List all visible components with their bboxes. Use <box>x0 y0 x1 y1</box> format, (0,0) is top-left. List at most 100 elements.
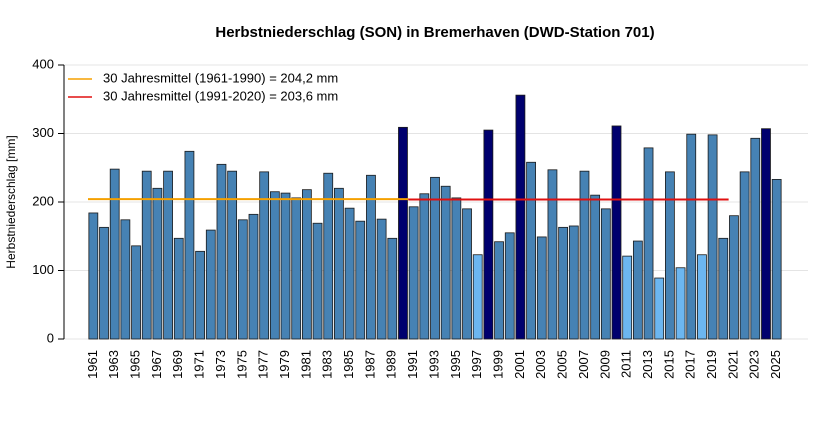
x-tick-label: 2009 <box>597 350 612 379</box>
bar <box>398 126 408 340</box>
bar <box>771 178 782 340</box>
bar <box>88 212 99 340</box>
bar <box>632 240 643 340</box>
bar <box>504 232 515 340</box>
bar <box>622 255 633 340</box>
x-tick-label: 2021 <box>725 350 740 379</box>
x-tick-label: 2005 <box>555 350 570 379</box>
bar <box>173 237 184 340</box>
y-tick-label: 100 <box>32 262 54 277</box>
x-tick-label: 1985 <box>341 350 356 379</box>
y-tick-label: 300 <box>32 125 54 140</box>
bar <box>686 133 697 340</box>
x-tick-label: 1989 <box>384 350 399 379</box>
x-tick-label: 2011 <box>619 350 634 378</box>
x-tick-label: 2013 <box>640 350 655 379</box>
bar <box>163 170 173 340</box>
x-tick-label: 1987 <box>362 350 377 379</box>
bar <box>515 94 526 340</box>
x-tick-label: 1975 <box>234 350 249 379</box>
bar <box>739 171 750 340</box>
bar <box>216 163 227 340</box>
x-tick-label: 1973 <box>213 350 228 379</box>
bar <box>526 161 536 340</box>
y-tick-label: 0 <box>47 330 54 345</box>
bar <box>99 226 109 340</box>
bar <box>462 208 472 340</box>
bar <box>718 237 729 340</box>
legend-label: 30 Jahresmittel (1961-1990) = 204,2 mm <box>103 70 338 85</box>
bar <box>301 189 312 340</box>
bar <box>665 171 675 340</box>
x-tick-label: 1965 <box>127 350 142 379</box>
bar <box>259 171 270 340</box>
x-tick-label: 2001 <box>512 350 527 379</box>
bar <box>195 250 205 340</box>
bar <box>184 150 195 340</box>
bar <box>729 215 739 340</box>
bar <box>312 222 323 340</box>
x-tick-label: 1969 <box>170 350 185 379</box>
bar <box>334 187 344 340</box>
bar <box>227 170 238 340</box>
x-tick-label: 1983 <box>320 350 335 379</box>
bar <box>697 254 707 340</box>
x-tick-label: 1971 <box>192 350 207 379</box>
x-tick-label: 2003 <box>533 350 548 379</box>
bar <box>558 226 569 340</box>
x-tick-label: 1981 <box>298 350 313 379</box>
x-tick-label: 2019 <box>704 350 719 379</box>
bar <box>483 129 494 340</box>
y-axis-label: Herbstniederschlag [mm] <box>4 135 18 268</box>
x-tick-label: 1997 <box>469 350 484 379</box>
y-tick-label: 200 <box>32 193 54 208</box>
x-tick-label: 1993 <box>426 350 441 379</box>
bar <box>675 267 686 340</box>
chart-title: Herbstniederschlag (SON) in Bremerhaven … <box>215 24 654 41</box>
bar <box>387 237 398 340</box>
bar <box>590 194 601 340</box>
x-tick-label: 2023 <box>747 350 762 379</box>
x-tick-label: 1961 <box>85 350 100 379</box>
bar <box>430 176 440 340</box>
x-tick-label: 2015 <box>661 350 676 379</box>
bar <box>750 137 761 340</box>
x-tick-label: 1977 <box>256 350 271 379</box>
x-tick-label: 2017 <box>683 350 698 379</box>
bar <box>761 128 771 340</box>
x-tick-label: 1963 <box>106 350 121 379</box>
bar <box>547 169 558 340</box>
bar <box>366 174 376 340</box>
bar <box>419 193 430 340</box>
bar <box>654 277 665 340</box>
bar <box>131 245 141 340</box>
bar <box>440 185 451 340</box>
bar <box>600 208 611 340</box>
bar <box>707 134 718 340</box>
x-tick-label: 2025 <box>768 350 783 379</box>
x-tick-label: 1991 <box>405 350 420 379</box>
x-tick-label: 1999 <box>490 350 505 379</box>
bar <box>141 170 152 340</box>
x-tick-label: 1967 <box>149 350 164 379</box>
bar <box>494 241 504 340</box>
bar <box>237 219 248 340</box>
bar <box>451 197 462 340</box>
bar <box>611 125 622 340</box>
bar <box>248 213 259 340</box>
bar <box>344 207 355 340</box>
bar <box>376 218 387 340</box>
bar <box>152 187 163 340</box>
x-tick-label: 1979 <box>277 350 292 379</box>
bar <box>643 147 654 340</box>
bar <box>408 206 419 340</box>
y-tick-label: 400 <box>32 56 54 71</box>
bar <box>269 191 280 340</box>
bar <box>579 170 590 340</box>
bar <box>472 254 483 340</box>
x-tick-label: 2007 <box>576 350 591 379</box>
bar <box>280 192 291 340</box>
bar <box>355 220 366 340</box>
bar <box>568 225 579 340</box>
